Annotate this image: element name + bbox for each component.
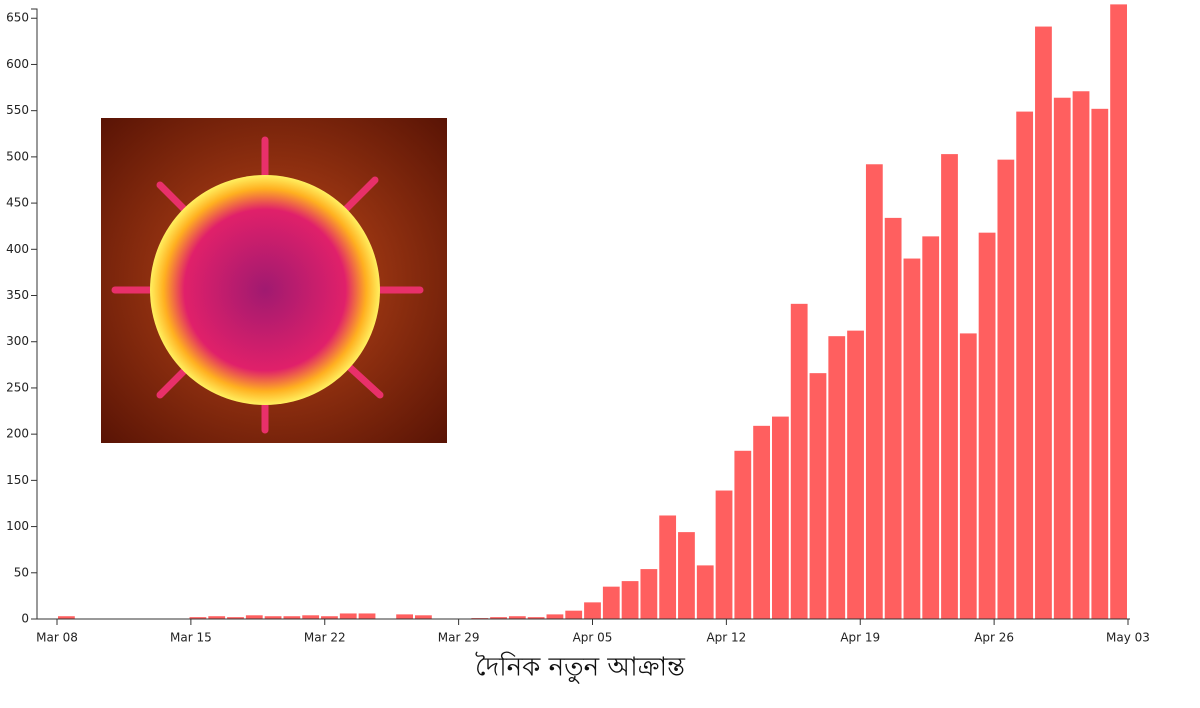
bar xyxy=(809,373,827,619)
bar xyxy=(753,425,770,619)
bar xyxy=(959,333,977,619)
x-tick-label: Apr 05 xyxy=(573,631,613,645)
bar xyxy=(189,617,207,619)
y-tick-label: 50 xyxy=(14,565,29,579)
y-tick-label: 0 xyxy=(21,612,29,626)
bar xyxy=(565,610,583,619)
bar xyxy=(997,159,1015,619)
x-tick-label: Mar 08 xyxy=(36,631,78,645)
x-tick-label: Apr 26 xyxy=(974,631,1014,645)
x-tick-label: May 03 xyxy=(1106,631,1150,645)
x-tick-label: Mar 15 xyxy=(170,631,212,645)
bar xyxy=(264,616,282,619)
bar xyxy=(734,450,752,619)
bar xyxy=(828,336,846,619)
bar xyxy=(283,616,301,619)
y-axis xyxy=(31,8,38,620)
bar xyxy=(339,613,357,619)
bar xyxy=(678,532,695,619)
y-tick-label: 500 xyxy=(6,149,29,163)
y-tick-label: 600 xyxy=(6,57,29,71)
y-tick-label: 250 xyxy=(6,380,29,394)
y-tick-label: 100 xyxy=(6,519,29,533)
x-tick-label: Mar 29 xyxy=(438,631,480,645)
y-tick-label: 650 xyxy=(6,11,29,25)
bar xyxy=(415,615,432,619)
chart-title: দৈনিক নতুন আক্রান্ত xyxy=(475,652,686,684)
bar xyxy=(227,617,244,619)
bar xyxy=(790,303,808,619)
bar xyxy=(1072,91,1090,620)
bar xyxy=(302,615,320,619)
bar xyxy=(358,613,376,619)
bar xyxy=(978,232,996,619)
bar xyxy=(772,416,789,619)
bar xyxy=(847,330,864,619)
y-tick-label: 300 xyxy=(6,334,29,348)
bar xyxy=(602,586,620,619)
bar xyxy=(245,615,263,619)
bar xyxy=(903,258,921,619)
bar xyxy=(508,616,526,619)
bar xyxy=(715,490,733,619)
virus-image xyxy=(101,118,447,443)
bar xyxy=(490,617,507,619)
bar xyxy=(884,217,902,619)
bar xyxy=(865,164,883,620)
bar xyxy=(621,581,639,619)
bar xyxy=(659,515,677,619)
x-tick-label: Apr 12 xyxy=(706,631,746,645)
bar xyxy=(527,617,545,619)
bar xyxy=(584,602,601,619)
bar xyxy=(1110,4,1127,620)
bar xyxy=(922,236,940,619)
bar xyxy=(321,616,338,619)
bar xyxy=(396,614,413,619)
y-tick-label: 550 xyxy=(6,103,29,117)
bar xyxy=(696,565,714,619)
y-tick-label: 150 xyxy=(6,473,29,487)
y-tick-label: 400 xyxy=(6,242,29,256)
bar xyxy=(58,616,75,619)
bar xyxy=(1091,108,1109,620)
y-tick-label: 350 xyxy=(6,288,29,302)
bar xyxy=(1035,26,1052,619)
bar xyxy=(941,154,958,619)
x-tick-label: Mar 22 xyxy=(304,631,346,645)
bar xyxy=(1016,111,1034,619)
bar xyxy=(640,569,658,619)
bar xyxy=(1053,97,1071,619)
bar xyxy=(208,616,226,619)
y-tick-label: 200 xyxy=(6,427,29,441)
x-tick-label: Apr 19 xyxy=(840,631,880,645)
y-tick-label: 450 xyxy=(6,196,29,210)
bar xyxy=(546,614,564,619)
